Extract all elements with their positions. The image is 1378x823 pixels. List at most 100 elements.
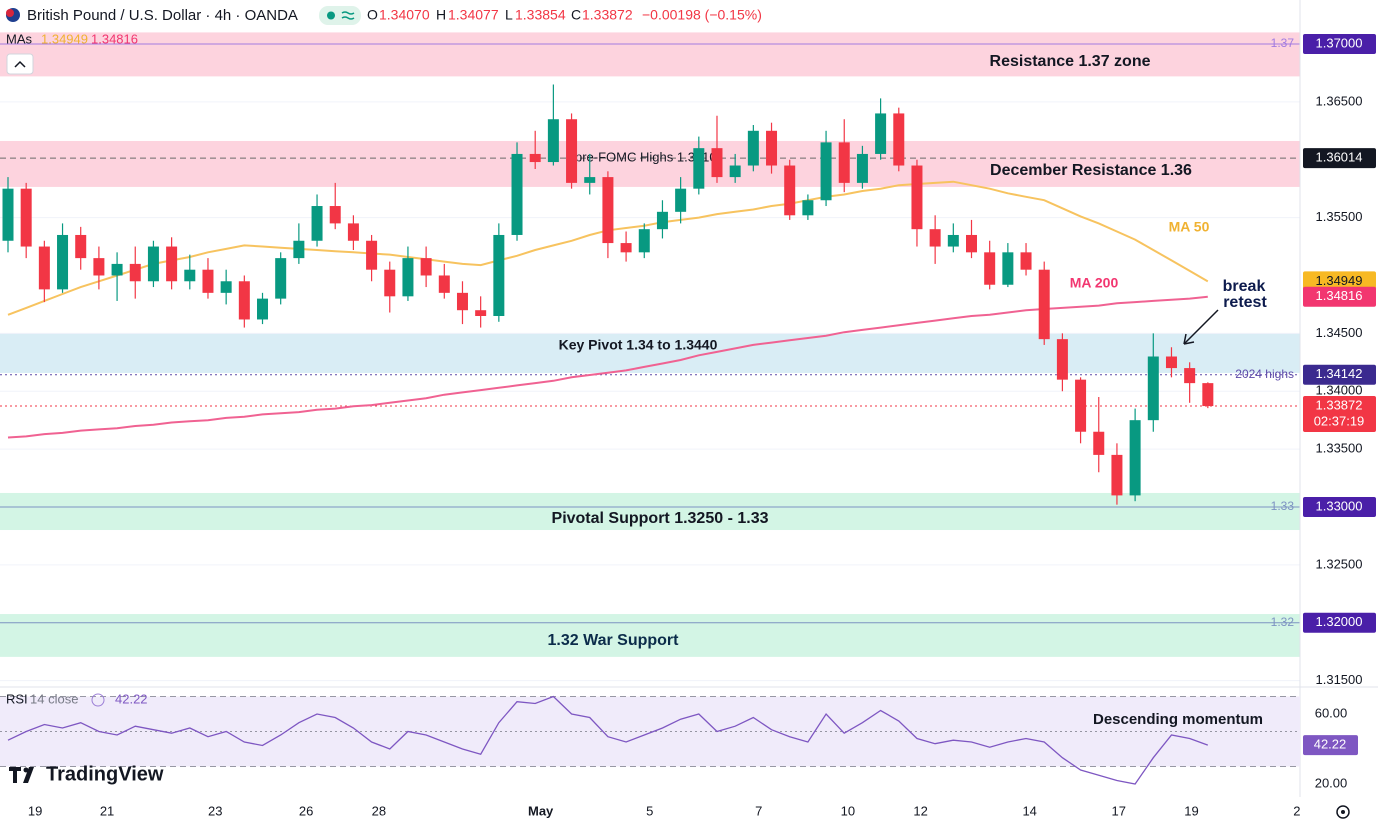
- candle-body: [1020, 252, 1032, 270]
- settings[interactable]: [1336, 805, 1350, 819]
- status-icon: [341, 11, 355, 20]
- chevron: [14, 60, 26, 68]
- ohlc-key: O: [367, 7, 378, 23]
- candle-body: [1093, 431, 1105, 455]
- candle-body: [911, 165, 923, 230]
- rsi-params: 14 close: [30, 691, 78, 706]
- candle-body: [129, 263, 141, 282]
- candle-body: [1075, 379, 1087, 432]
- x-tick-label: 17: [1112, 803, 1126, 818]
- price-label-box: [1303, 612, 1376, 633]
- y-tick-label: 1.34000: [1316, 383, 1363, 398]
- ohlc-value: 1.34077: [448, 7, 499, 23]
- candle-body: [311, 206, 323, 241]
- level-label: 2024 highs: [1235, 367, 1294, 381]
- status-pill[interactable]: [319, 6, 361, 25]
- ohlc-value: 1.33872: [582, 7, 633, 23]
- rsi-tick-label: 60.00: [1315, 705, 1348, 720]
- candle-body: [675, 188, 687, 212]
- brand-logo: [23, 767, 29, 773]
- candle-body: [438, 275, 450, 293]
- candle-body: [456, 292, 468, 311]
- level-label: 1.37: [1271, 36, 1295, 50]
- candle-body: [38, 246, 50, 290]
- rsi-value-box: [1303, 735, 1358, 756]
- candle-body: [584, 177, 596, 183]
- candle-body: [784, 165, 796, 216]
- candle-body: [711, 148, 723, 178]
- candle-body: [820, 142, 832, 201]
- candle-body: [493, 234, 505, 316]
- candle-body: [747, 130, 759, 166]
- candle-body: [20, 188, 32, 247]
- x-tick-label: 26: [299, 803, 313, 818]
- candles-layer: [2, 84, 1214, 505]
- candle-body: [1111, 454, 1123, 496]
- y-tick-label: 1.35500: [1316, 209, 1363, 224]
- settings-icon[interactable]: [1336, 805, 1350, 819]
- candle-body: [966, 234, 978, 253]
- brand: TradingView: [9, 763, 164, 785]
- candle-body: [1129, 420, 1141, 496]
- rsi-note: Descending momentum: [1093, 711, 1263, 728]
- candle-body: [566, 119, 578, 183]
- lines-layer: 1.37 2024 highs 1.33 1.32: [0, 36, 1300, 629]
- candle-body: [75, 234, 87, 259]
- price-label-box: [1303, 396, 1376, 433]
- brand-logo: [9, 767, 34, 783]
- zone: [0, 32, 1300, 77]
- ma-line: [7, 295, 1208, 439]
- ohlc-value: 1.34070: [379, 7, 430, 23]
- y-tick-label: 1.36500: [1316, 93, 1363, 108]
- price-label-box: [1303, 33, 1376, 54]
- y-tick-label: 1.31500: [1316, 672, 1363, 687]
- x-tick-label: 7: [755, 803, 762, 818]
- x-tick-label: 12: [913, 803, 927, 818]
- symbol: British Pound / U.S. Dollar · 4h · OANDA: [27, 7, 298, 24]
- x-tick-label: 21: [100, 803, 114, 818]
- rsi-line: [7, 695, 1209, 785]
- x-tick-label: 28: [372, 803, 386, 818]
- candle-body: [2, 188, 14, 241]
- zone-label: Key Pivot 1.34 to 1.3440: [559, 337, 718, 353]
- candle-body: [475, 310, 487, 316]
- ma-legend: MAs: [6, 31, 33, 46]
- arrow-head: [1183, 333, 1195, 345]
- candle-body: [529, 153, 541, 163]
- price-label: 1.36014: [1316, 150, 1363, 165]
- candle-body: [729, 165, 741, 178]
- candle-body: [875, 113, 887, 154]
- candle-body: [1056, 339, 1068, 380]
- rsi-icon: [91, 693, 105, 707]
- candle-body: [984, 252, 996, 285]
- note: retest: [1223, 294, 1267, 311]
- x-axis: 19 21 23 26 28 May 5 7 10 12 14 17 19 2: [28, 803, 1301, 818]
- price-label: 1.33872: [1316, 397, 1363, 412]
- candle-body: [1002, 252, 1014, 285]
- price-label: 1.37000: [1316, 35, 1363, 50]
- candle-body: [638, 229, 650, 253]
- note: break: [1223, 278, 1266, 295]
- candle-body: [257, 298, 269, 320]
- candle-body: [202, 269, 214, 293]
- grid-layer: [0, 101, 1300, 682]
- collapse-button[interactable]: [6, 53, 34, 75]
- candle-body: [656, 211, 668, 230]
- zone-label: 1.32 War Support: [548, 632, 680, 649]
- candle-body: [293, 240, 305, 259]
- candle-body: [402, 258, 414, 297]
- candle-body: [220, 281, 232, 293]
- candle-body: [856, 153, 868, 183]
- rsi-tick-label: 20.00: [1315, 775, 1348, 790]
- x-tick-label: May: [528, 803, 554, 818]
- candle-body: [620, 243, 632, 253]
- price-label: 1.33000: [1316, 498, 1363, 513]
- candle-body: [929, 229, 941, 247]
- ohlc-value: 1.33854: [515, 7, 566, 23]
- candle-body: [111, 263, 123, 276]
- x-tick-label: 2: [1293, 803, 1300, 818]
- candle-body: [802, 200, 814, 216]
- header: British Pound / U.S. Dollar · 4h · OANDA…: [6, 6, 762, 75]
